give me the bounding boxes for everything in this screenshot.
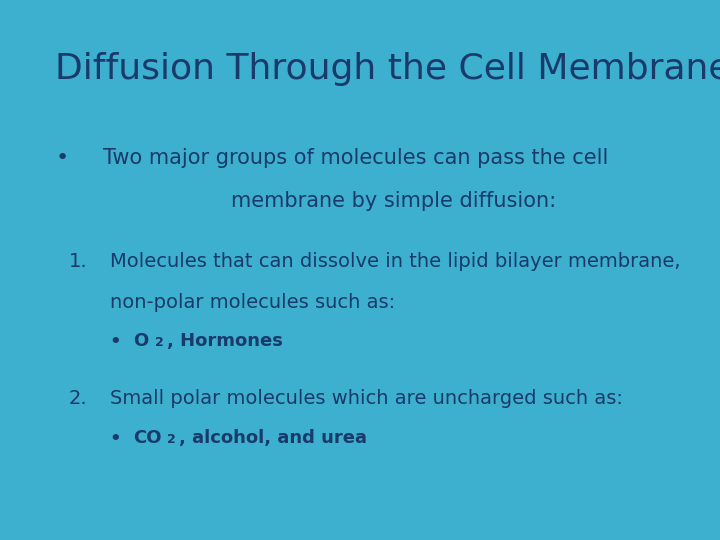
Text: •: • xyxy=(55,148,68,168)
Text: , alcohol, and urea: , alcohol, and urea xyxy=(179,429,367,447)
Text: Small polar molecules which are uncharged such as:: Small polar molecules which are uncharge… xyxy=(109,389,623,408)
Text: Two major groups of molecules can pass the cell: Two major groups of molecules can pass t… xyxy=(103,148,608,168)
Text: non-polar molecules such as:: non-polar molecules such as: xyxy=(109,293,395,312)
Text: membrane by simple diffusion:: membrane by simple diffusion: xyxy=(231,191,557,211)
Text: 2: 2 xyxy=(167,433,176,446)
Text: , Hormones: , Hormones xyxy=(167,333,283,350)
Text: 2: 2 xyxy=(155,336,163,349)
Text: CO: CO xyxy=(133,429,162,447)
Text: •: • xyxy=(109,430,121,448)
Text: O: O xyxy=(133,333,148,350)
Text: 1.: 1. xyxy=(69,252,88,271)
Text: Diffusion Through the Cell Membrane: Diffusion Through the Cell Membrane xyxy=(55,52,720,86)
Text: 2.: 2. xyxy=(69,389,88,408)
Text: Molecules that can dissolve in the lipid bilayer membrane,: Molecules that can dissolve in the lipid… xyxy=(109,252,680,271)
Text: •: • xyxy=(109,333,121,352)
